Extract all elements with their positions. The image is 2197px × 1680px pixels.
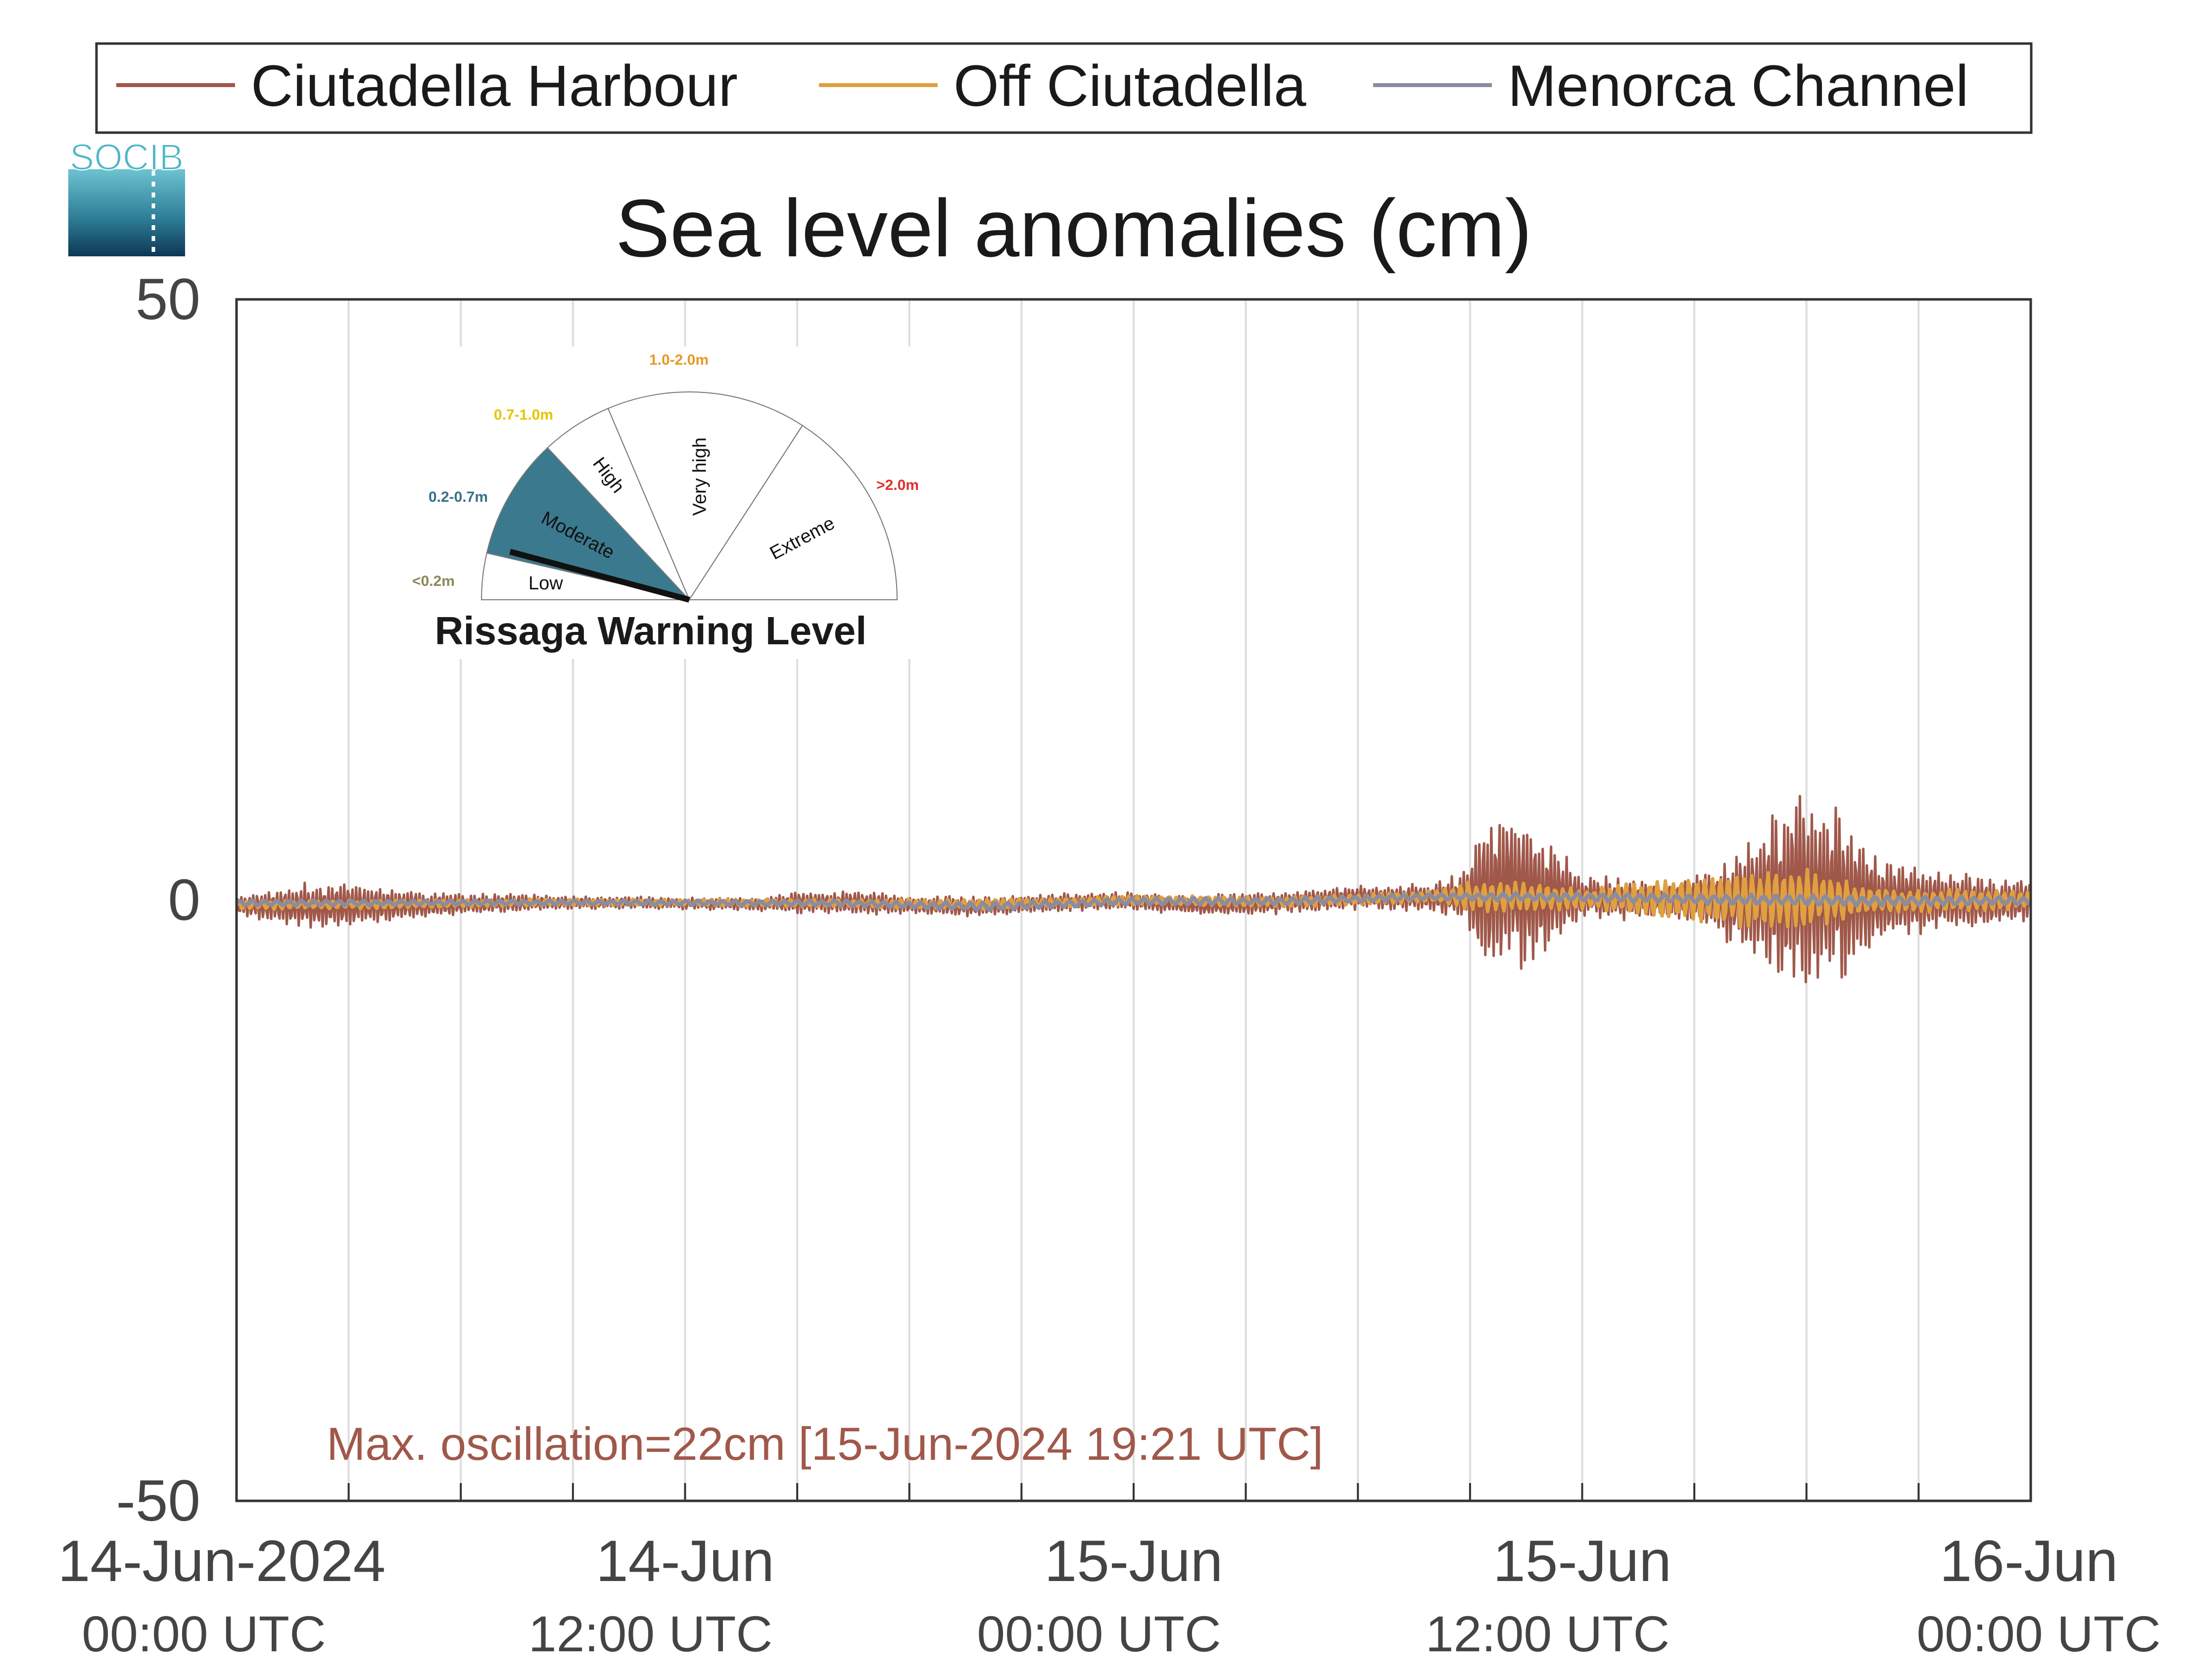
x-tick-date-0: 14-Jun-2024 xyxy=(58,1529,386,1594)
legend-label-1: Off Ciutadella xyxy=(954,53,1306,119)
gauge-range-label-0: <0.2m xyxy=(412,573,455,589)
x-tick-date-4: 16-Jun xyxy=(1940,1529,2118,1594)
x-tick-date-2: 15-Jun xyxy=(1045,1529,1223,1594)
gauge-range-label-4: >2.0m xyxy=(876,477,919,493)
y-tick-label-0: -50 xyxy=(116,1468,200,1534)
x-tick-time-2: 00:00 UTC xyxy=(977,1606,1221,1662)
gauge-range-label-2: 0.7-1.0m xyxy=(494,407,553,423)
y-tick-label-2: 50 xyxy=(136,267,200,332)
y-tick-label-1: 0 xyxy=(168,867,200,933)
gauge-segment-label-0: Low xyxy=(528,573,563,594)
gauge-title: Rissaga Warning Level xyxy=(435,609,867,653)
series-line-2 xyxy=(237,891,2031,912)
x-tick-time-1: 12:00 UTC xyxy=(528,1606,772,1662)
gauge-range-label-1: 0.2-0.7m xyxy=(429,489,488,505)
plot-area xyxy=(235,298,2032,1502)
x-tick-time-0: 00:00 UTC xyxy=(82,1606,326,1662)
legend-box xyxy=(95,42,2033,134)
gauge-range-label-3: 1.0-2.0m xyxy=(649,352,709,368)
gauge-segment-label-3: Very high xyxy=(690,437,711,516)
gauge-needle xyxy=(509,549,690,603)
chart-title: Sea level anomalies (cm) xyxy=(616,183,1532,274)
legend: Ciutadella Harbour Off Ciutadella Menorca … xyxy=(95,42,2033,134)
legend-label-2: Menorca Channel xyxy=(1508,53,1968,119)
x-tick-time-3: 12:00 UTC xyxy=(1426,1606,1670,1662)
x-tick-date-3: 15-Jun xyxy=(1493,1529,1672,1594)
x-tick-date-1: 14-Jun xyxy=(596,1529,774,1594)
gauge-segment-4 xyxy=(688,425,898,600)
x-tick-time-4: 00:00 UTC xyxy=(1916,1606,2160,1662)
socib-logo: SOCIB xyxy=(68,136,185,256)
legend-label-0: Ciutadella Harbour xyxy=(251,53,738,119)
gauge-segment-2 xyxy=(547,408,690,600)
logo-text: SOCIB xyxy=(70,137,184,178)
max-oscillation-annotation: Max. oscillation=22cm [15-Jun-2024 19:21… xyxy=(327,1418,1323,1470)
gauge-segment-3 xyxy=(607,391,804,601)
logo-block xyxy=(68,169,185,256)
